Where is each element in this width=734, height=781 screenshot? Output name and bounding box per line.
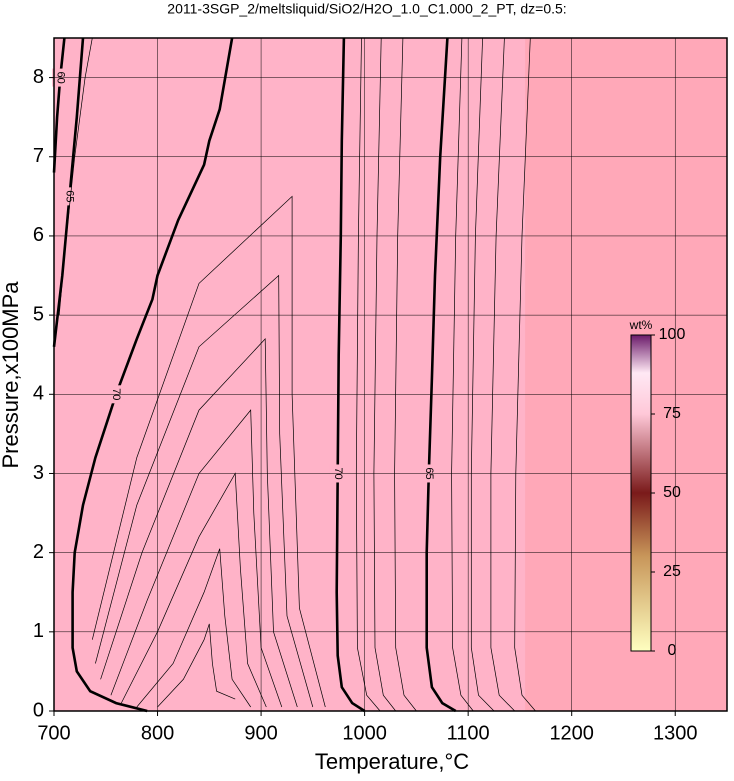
y-tick-label: 6 <box>33 224 44 246</box>
y-tick-label: 7 <box>33 145 44 167</box>
y-tick-label: 8 <box>33 66 44 88</box>
x-tick-label: 1100 <box>447 722 490 744</box>
contour-major <box>52 37 66 173</box>
y-tick-label: 5 <box>33 303 44 325</box>
contour-minor <box>394 37 417 712</box>
contour-major <box>425 37 457 713</box>
contour-minor <box>95 274 314 708</box>
contour-minor <box>373 37 396 712</box>
x-tick-label: 700 <box>37 722 70 744</box>
contour-minor <box>451 37 474 712</box>
x-tick-label: 900 <box>244 722 277 744</box>
y-tick-label: 2 <box>33 541 44 563</box>
contour-label-bg <box>61 187 78 206</box>
colorbar-tick-label: 0 <box>668 642 677 659</box>
colorbar <box>630 334 652 652</box>
y-tick-label: 3 <box>33 462 44 484</box>
contour-label: 65 <box>64 190 76 202</box>
x-tick-label: 1000 <box>342 722 387 744</box>
plot-frame <box>53 37 728 712</box>
contour-minor <box>514 37 536 712</box>
colorbar-tick-label: 50 <box>663 484 681 501</box>
colorbar-tick-label: 100 <box>659 326 686 343</box>
y-axis-title: Pressure,x100MPa <box>0 281 23 469</box>
x-tick-label: 1200 <box>549 722 594 744</box>
y-tick-label: 0 <box>33 699 44 721</box>
contour-major <box>335 37 366 713</box>
contour-minor <box>91 195 326 708</box>
contour-minor <box>470 37 495 712</box>
y-tick-label: 4 <box>33 383 44 405</box>
colorbar-tick-label: 75 <box>663 405 681 422</box>
colorbar-tick-label: 25 <box>663 563 681 580</box>
x-tick-label: 1300 <box>653 722 698 744</box>
contour-minor <box>490 37 515 712</box>
contour-minor <box>355 37 381 712</box>
y-tick-label: 1 <box>33 620 44 642</box>
chart-title: 2011-3SGP_2/meltsliquid/SiO2/H2O_1.0_C1.… <box>167 1 566 17</box>
contour-minor <box>136 548 251 708</box>
x-axis-title: Temperature,°C <box>315 749 469 774</box>
x-tick-label: 800 <box>141 722 174 744</box>
contour-minor <box>157 623 236 708</box>
contour-major <box>71 37 234 713</box>
colorbar-label: wt% <box>629 318 653 332</box>
plot-background-right <box>525 38 727 711</box>
